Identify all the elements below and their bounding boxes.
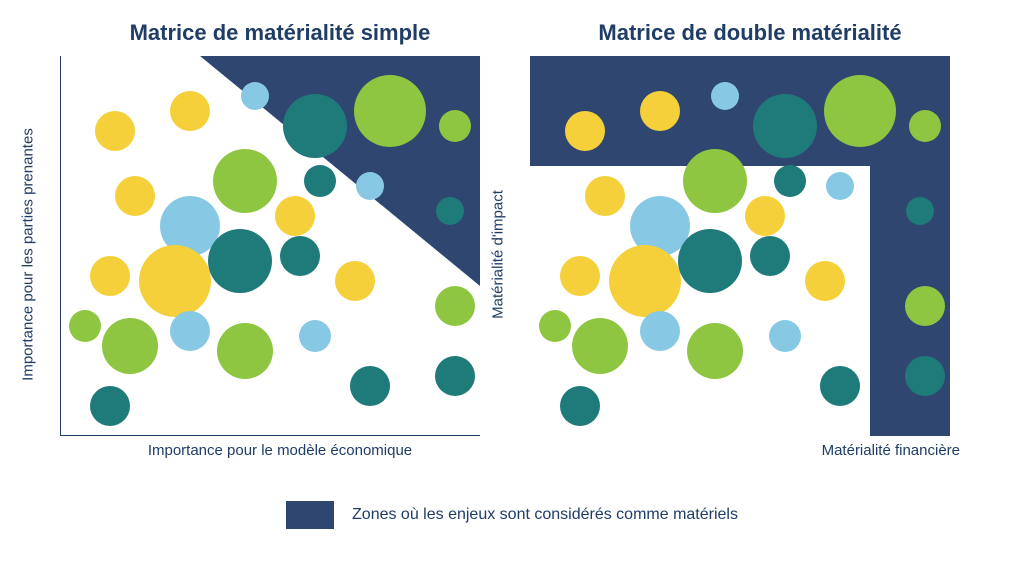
bubble [906, 197, 934, 225]
bubble [905, 356, 945, 396]
bubble [217, 323, 273, 379]
legend: Zones où les enjeux sont considérés comm… [0, 501, 1024, 529]
bubble [683, 149, 747, 213]
bubble [745, 196, 785, 236]
bubble [275, 196, 315, 236]
bubble [170, 91, 210, 131]
bubble [170, 311, 210, 351]
bubble [687, 323, 743, 379]
bubble [824, 75, 896, 147]
chart-title-left: Matrice de matérialité simple [60, 20, 500, 46]
bubble [711, 82, 739, 110]
bubble [90, 386, 130, 426]
bubble [769, 320, 801, 352]
charts-row: Matrice de matérialité simple Importance… [0, 0, 1024, 459]
bubble [774, 165, 806, 197]
bubble [350, 366, 390, 406]
bubble [439, 110, 471, 142]
legend-text: Zones où les enjeux sont considérés comm… [352, 506, 738, 524]
bubble [750, 236, 790, 276]
bubble [213, 149, 277, 213]
bubble [539, 310, 571, 342]
bubble [909, 110, 941, 142]
bubble [565, 111, 605, 151]
bubble [640, 91, 680, 131]
y-axis-label-left: Importance pour les parties prenantes [20, 128, 37, 381]
y-axis-label-right: Matérialité d'impact [490, 190, 507, 319]
bubble [609, 245, 681, 317]
bubble [115, 176, 155, 216]
bubble [335, 261, 375, 301]
bubble [95, 111, 135, 151]
plot-left [60, 56, 480, 436]
bubble [560, 256, 600, 296]
plot-wrapper-left: Importance pour les parties prenantes [60, 56, 480, 436]
bubble [436, 197, 464, 225]
x-axis-label-right: Matérialité financière [530, 442, 970, 459]
bubble [241, 82, 269, 110]
page: Matrice de matérialité simple Importance… [0, 0, 1024, 576]
bubble [304, 165, 336, 197]
bubble [90, 256, 130, 296]
plot-wrapper-right: Matérialité d'impact [530, 56, 950, 436]
bubble [280, 236, 320, 276]
legend-swatch [286, 501, 334, 529]
x-axis-label-left: Importance pour le modèle économique [60, 442, 500, 459]
bubble [69, 310, 101, 342]
bubble [354, 75, 426, 147]
bubble [283, 94, 347, 158]
chart-title-right: Matrice de double matérialité [530, 20, 970, 46]
bubble [820, 366, 860, 406]
bubble [560, 386, 600, 426]
bubble [102, 318, 158, 374]
bubble [585, 176, 625, 216]
bubble [678, 229, 742, 293]
bubble [208, 229, 272, 293]
bubble [435, 356, 475, 396]
bubble [805, 261, 845, 301]
bubble [572, 318, 628, 374]
bubble [356, 172, 384, 200]
bubble [435, 286, 475, 326]
chart-double-materiality: Matrice de double matérialité Matérialit… [530, 20, 970, 459]
chart-simple-materiality: Matrice de matérialité simple Importance… [60, 20, 500, 459]
bubble [139, 245, 211, 317]
bubble [640, 311, 680, 351]
bubble [905, 286, 945, 326]
plot-right [530, 56, 950, 436]
bubble [826, 172, 854, 200]
bubble [753, 94, 817, 158]
bubble [299, 320, 331, 352]
